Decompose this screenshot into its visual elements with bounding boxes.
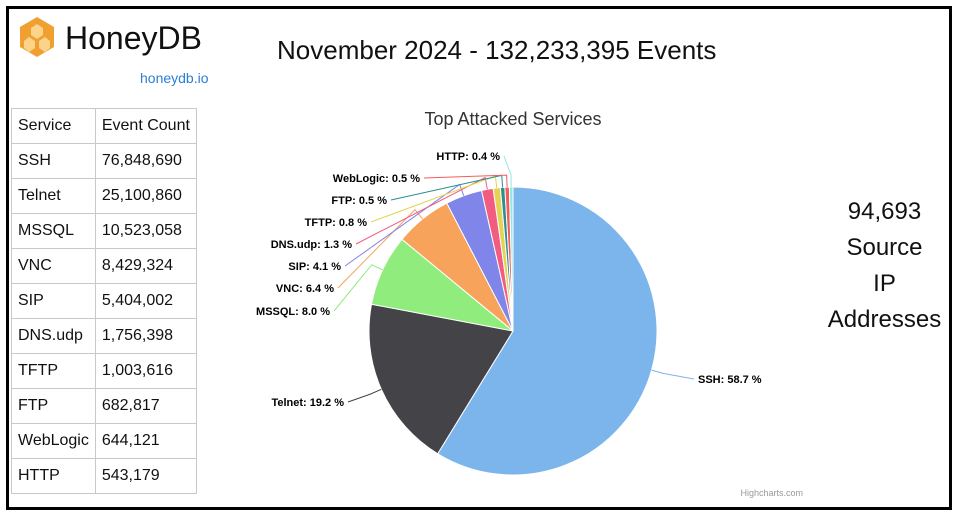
source-ip-stats: 94,693 Source IP Addresses (812, 194, 957, 338)
column-header-event-count: Event Count (94, 108, 197, 144)
count-cell: 1,003,616 (94, 353, 197, 389)
service-cell: VNC (11, 248, 96, 284)
honeycomb-logo-icon (20, 17, 54, 57)
count-cell: 1,756,398 (94, 318, 197, 354)
source-ip-label-line1: Source (846, 234, 923, 261)
source-ip-label-line2: IP (873, 270, 896, 297)
count-cell: 5,404,002 (94, 283, 197, 319)
count-cell: 76,848,690 (94, 143, 197, 179)
count-cell: 543,179 (94, 458, 197, 494)
connector-mssql (333, 264, 383, 312)
count-cell: 682,817 (94, 388, 197, 424)
table-header-row: Service Event Count (11, 108, 197, 144)
count-cell: 8,429,324 (94, 248, 197, 284)
service-cell: Telnet (11, 178, 96, 214)
source-ip-label-line3: Addresses (827, 306, 942, 333)
table-row: HTTP 543,179 (11, 458, 197, 494)
data-label-sip: SIP: 4.1 % (288, 261, 341, 273)
table-row: SIP 5,404,002 (11, 283, 197, 319)
connector-ssh (651, 369, 695, 380)
data-label-ftp: FTP: 0.5 % (331, 195, 387, 207)
table-row: DNS.udp 1,756,398 (11, 318, 197, 354)
service-cell: WebLogic (11, 423, 96, 459)
table-row: TFTP 1,003,616 (11, 353, 197, 389)
count-cell: 644,121 (94, 423, 197, 459)
brand-name: HoneyDB (65, 20, 202, 56)
connector-vnc (337, 208, 423, 289)
service-cell: FTP (11, 388, 96, 424)
data-label-telnet: Telnet: 19.2 % (271, 397, 344, 409)
service-cell: SSH (11, 143, 96, 179)
connector-dns-udp (355, 176, 488, 245)
count-cell: 25,100,860 (94, 178, 197, 214)
service-cell: TFTP (11, 353, 96, 389)
service-cell: MSSQL (11, 213, 96, 249)
table-row: SSH 76,848,690 (11, 143, 197, 179)
connector-http (503, 155, 512, 188)
brand-link[interactable]: honeydb.io (140, 70, 209, 86)
data-label-http: HTTP: 0.4 % (436, 151, 500, 163)
table-row: Telnet 25,100,860 (11, 178, 197, 214)
connector-telnet (347, 388, 382, 403)
page-title: November 2024 - 132,233,395 Events (277, 35, 717, 65)
chart-title: Top Attacked Services (424, 109, 601, 129)
data-label-weblogic: WebLogic: 0.5 % (333, 173, 420, 185)
column-header-service: Service (11, 108, 96, 144)
service-cell: DNS.udp (11, 318, 96, 354)
table-row: VNC 8,429,324 (11, 248, 197, 284)
data-label-mssql: MSSQL: 8.0 % (256, 306, 330, 318)
table-row: WebLogic 644,121 (11, 423, 197, 459)
source-ip-count: 94,693 (847, 198, 922, 225)
pie-chart: Top Attacked Services SSH: 58.7 % Telnet:… (256, 109, 803, 498)
pie-slice-http[interactable] (508, 186, 514, 332)
table-row: MSSQL 10,523,058 (11, 213, 197, 249)
chart-credit[interactable]: Highcharts.com (740, 488, 803, 498)
count-cell: 10,523,058 (94, 213, 197, 249)
data-label-vnc: VNC: 6.4 % (276, 283, 334, 295)
service-cell: SIP (11, 283, 96, 319)
data-label-tftp: TFTP: 0.8 % (305, 217, 368, 229)
table-row: FTP 682,817 (11, 388, 197, 424)
service-cell: HTTP (11, 458, 96, 494)
service-table: Service Event Count SSH 76,848,690 Telnet… (11, 108, 197, 494)
data-label-dns-udp: DNS.udp: 1.3 % (271, 239, 353, 251)
pie-slice-ssh[interactable] (437, 186, 658, 476)
connector-weblogic (423, 174, 508, 188)
data-label-ssh: SSH: 58.7 % (698, 374, 762, 386)
